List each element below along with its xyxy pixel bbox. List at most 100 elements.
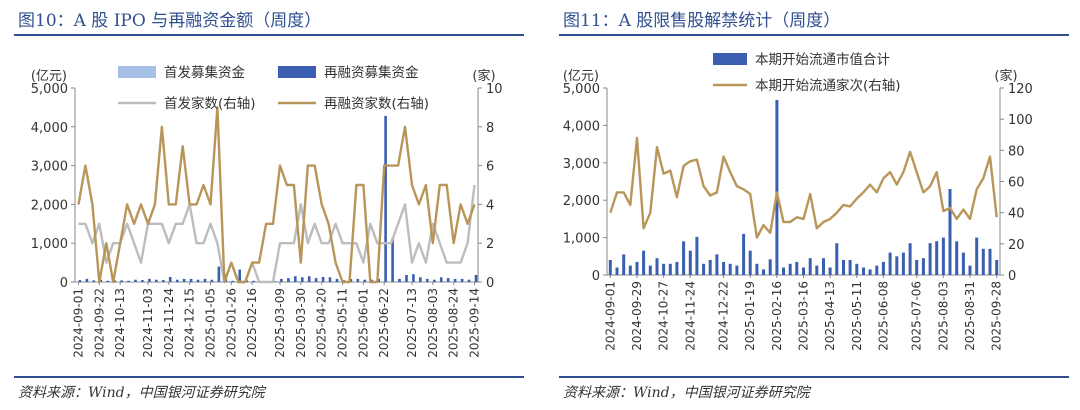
bar-ipo-amount xyxy=(145,281,148,282)
bar-refinancing-amount xyxy=(314,278,318,282)
bar-refinancing-amount xyxy=(196,279,200,282)
bar-ipo-amount xyxy=(207,281,211,282)
bar-release-value xyxy=(782,267,785,275)
x-tick-label: 2025-04-20 xyxy=(315,288,329,358)
x-tick-label: 2024-11-24 xyxy=(162,288,176,358)
bar-refinancing-amount xyxy=(419,277,422,282)
bar-ipo-amount xyxy=(138,281,141,282)
bar-ipo-amount xyxy=(471,281,475,282)
legend-label: 首发家数(右轴) xyxy=(164,95,256,112)
bar-refinancing-amount xyxy=(127,280,130,282)
chart-ipo-refinancing: (亿元) (家) 0 1,000 2,000 3,000 4,000 5,000 0 2 4 6 8 10… xyxy=(31,65,503,358)
bar-refinancing-amount xyxy=(141,280,144,282)
bar-release-value xyxy=(802,267,805,275)
source-note: 资料来源：Wind，中国银河证券研究院 xyxy=(563,385,810,401)
bar-ipo-amount xyxy=(409,281,412,282)
bar-release-value xyxy=(888,252,892,275)
bar-ipo-amount xyxy=(437,281,440,282)
bar-release-value xyxy=(728,263,732,275)
bar-ipo-amount xyxy=(339,281,343,282)
bar-release-value xyxy=(708,260,712,275)
bar-ipo-amount xyxy=(200,280,204,282)
bar-refinancing-amount xyxy=(307,276,311,282)
x-tick-label: 2025-05-11 xyxy=(850,281,864,351)
right-axis-unit: (家) xyxy=(472,68,495,84)
x-tick-label: 2025-08-03 xyxy=(936,281,950,351)
bar-release-value xyxy=(981,248,985,275)
x-tick-label: 2024-09-29 xyxy=(630,281,644,351)
bar-release-value xyxy=(615,267,619,275)
x-tick-label: 2024-10-13 xyxy=(113,288,127,358)
bar-release-value xyxy=(881,261,885,275)
bar-release-value xyxy=(635,261,639,275)
left-tick-label: 4,000 xyxy=(563,119,600,134)
bar-refinancing-amount xyxy=(280,278,283,282)
right-tick-label: 120 xyxy=(1008,82,1033,97)
bar-release-value xyxy=(715,254,719,275)
bar-ipo-amount xyxy=(402,280,405,282)
bar-refinancing-amount xyxy=(439,277,443,282)
x-tick-label: 2025-08-24 xyxy=(447,288,461,358)
left-tick-label: 5,000 xyxy=(31,82,68,97)
bar-release-value xyxy=(762,269,765,275)
legend-swatch xyxy=(118,66,156,78)
chart-title: 图11：A 股限售股解禁统计（周度） xyxy=(563,11,841,31)
left-axis-unit: (亿元) xyxy=(31,69,67,84)
bar-refinancing-amount xyxy=(294,276,297,282)
bar-release-value xyxy=(628,265,632,275)
bar-release-value xyxy=(988,248,992,275)
bar-ipo-amount xyxy=(221,281,225,282)
bar-ipo-amount xyxy=(173,281,176,282)
bar-ipo-amount xyxy=(110,281,113,282)
left-tick-label: 4,000 xyxy=(31,121,68,136)
bar-release-value xyxy=(642,250,646,275)
bar-release-value xyxy=(975,237,979,275)
right-axis-unit: (家) xyxy=(994,68,1017,84)
left-tick-label: 3,000 xyxy=(563,157,600,172)
bar-release-value xyxy=(835,243,839,275)
right-tick-label: 40 xyxy=(1008,207,1025,222)
line-ipo-count xyxy=(78,184,476,284)
bar-release-value xyxy=(735,265,739,275)
bar-refinancing-amount xyxy=(168,277,172,282)
bar-release-value xyxy=(702,263,706,275)
bar-ipo-amount xyxy=(311,281,315,282)
line-refinancing-count xyxy=(77,106,476,284)
bar-refinancing-amount xyxy=(405,275,408,282)
bar-refinancing-amount xyxy=(78,280,82,282)
x-tick-label: 2024-11-03 xyxy=(141,288,155,358)
bar-refinancing-amount xyxy=(287,278,290,282)
x-tick-label: 2025-07-06 xyxy=(910,281,924,351)
right-tick-label: 0 xyxy=(1008,269,1016,284)
bar-refinancing-amount xyxy=(99,279,103,282)
bar-refinancing-amount xyxy=(210,279,214,282)
bar-refinancing-amount xyxy=(474,275,478,282)
x-tick-label: 2025-01-26 xyxy=(224,288,238,358)
bar-release-value xyxy=(755,263,759,275)
bar-refinancing-amount xyxy=(301,277,304,282)
bar-refinancing-amount xyxy=(252,280,255,282)
x-tick-label: 2024-12-22 xyxy=(717,281,731,351)
bar-refinancing-amount xyxy=(148,278,151,282)
bar-refinancing-amount xyxy=(155,279,158,282)
bar-release-value xyxy=(941,237,945,275)
bar-ipo-amount xyxy=(416,281,419,282)
right-tick-label: 60 xyxy=(1008,176,1025,191)
bar-refinancing-amount xyxy=(203,278,207,282)
bar-refinancing-amount xyxy=(273,281,276,282)
bar-refinancing-amount xyxy=(238,269,241,282)
bar-release-value xyxy=(875,265,879,275)
title-rule xyxy=(559,34,1069,36)
x-tick-label: 2024-12-15 xyxy=(183,288,197,358)
bar-ipo-amount xyxy=(193,281,197,282)
bar-refinancing-amount xyxy=(182,278,186,282)
bar-release-value xyxy=(655,258,659,275)
bar-ipo-amount xyxy=(186,281,190,282)
bar-refinancing-amount xyxy=(92,280,96,282)
bar-ipo-amount xyxy=(179,281,183,282)
x-tick-label: 2025-06-01 xyxy=(356,288,370,358)
x-tick-label: 2025-05-11 xyxy=(336,288,350,358)
bar-release-value xyxy=(742,233,746,275)
bar-refinancing-amount xyxy=(85,278,89,282)
bar-ipo-amount xyxy=(291,281,294,282)
